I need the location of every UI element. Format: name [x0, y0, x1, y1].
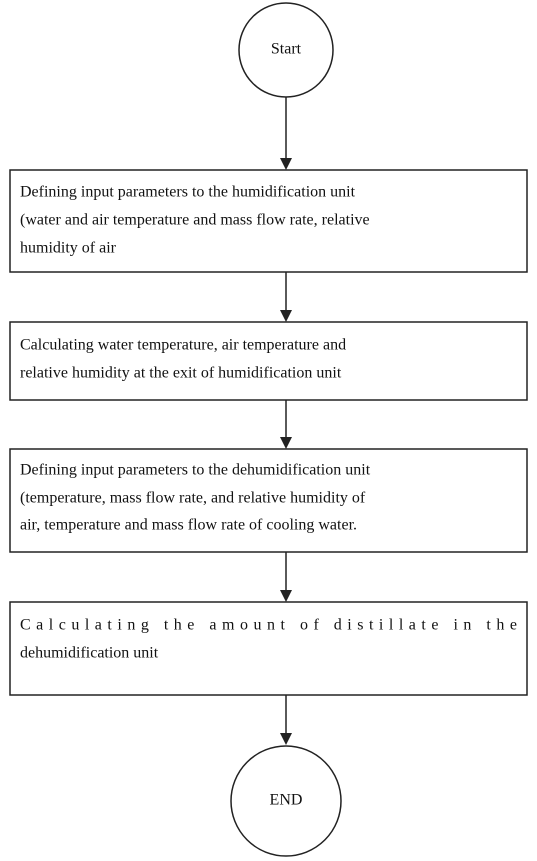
arrow	[280, 400, 292, 449]
end-node	[230, 745, 342, 857]
box-text: (water and air temperature and mass flow…	[20, 212, 370, 229]
box-text: relative humidity at the exit of humidif…	[20, 365, 342, 382]
box-text: Calculating water temperature, air tempe…	[20, 337, 346, 354]
arrow	[280, 97, 292, 170]
arrow	[280, 552, 292, 602]
box-text: humidity of air	[20, 240, 117, 257]
process-box	[9, 321, 528, 401]
box-text: Defining input parameters to the humidif…	[20, 184, 356, 201]
end-label: END	[270, 792, 303, 809]
process-box	[9, 169, 528, 273]
arrow	[280, 695, 292, 745]
box-text: Calculating the amount of distillate in …	[20, 617, 517, 634]
box-text: air, temperature and mass flow rate of c…	[20, 517, 357, 534]
arrow	[280, 272, 292, 322]
process-box	[9, 448, 528, 553]
box-text: dehumidification unit	[20, 645, 159, 662]
start-label: Start	[271, 41, 302, 58]
box-text: Defining input parameters to the dehumid…	[20, 462, 371, 479]
box-text: (temperature, mass flow rate, and relati…	[20, 490, 366, 507]
process-box	[9, 601, 528, 696]
